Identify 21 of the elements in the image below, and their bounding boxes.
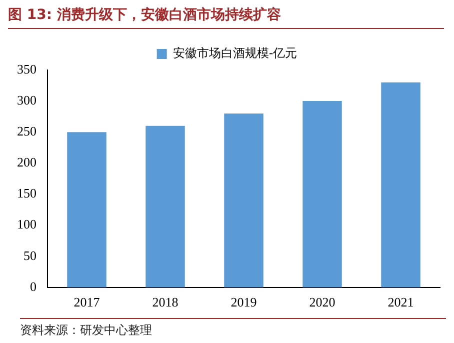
y-tick-label: 350 xyxy=(17,61,36,76)
y-tick-label: 50 xyxy=(24,248,36,263)
y-tick-label: 150 xyxy=(17,186,36,201)
bar xyxy=(381,82,420,288)
bar xyxy=(302,101,342,288)
x-tick-label: 2018 xyxy=(152,294,178,310)
x-tick-label: 2019 xyxy=(230,294,257,310)
bar xyxy=(224,113,264,288)
y-tick-label: 0 xyxy=(30,278,36,294)
y-tick-label: 200 xyxy=(17,154,36,170)
bar xyxy=(146,126,185,288)
bar xyxy=(67,132,106,288)
legend-label: 安徽市场白酒规模-亿元 xyxy=(172,46,298,60)
x-tick-label: 2017 xyxy=(74,294,100,310)
y-tick-label: 300 xyxy=(17,92,36,108)
text: 资料来源：研发中心整理 xyxy=(20,318,446,339)
x-tick-label: 2020 xyxy=(309,294,336,310)
y-tick-label: 100 xyxy=(17,216,36,232)
y-tick-label: 250 xyxy=(17,124,36,139)
x-tick-label: 2021 xyxy=(388,294,414,310)
chart-title: 图 13: 消费升级下，安徽白酒市场持续扩容 xyxy=(8,6,444,29)
